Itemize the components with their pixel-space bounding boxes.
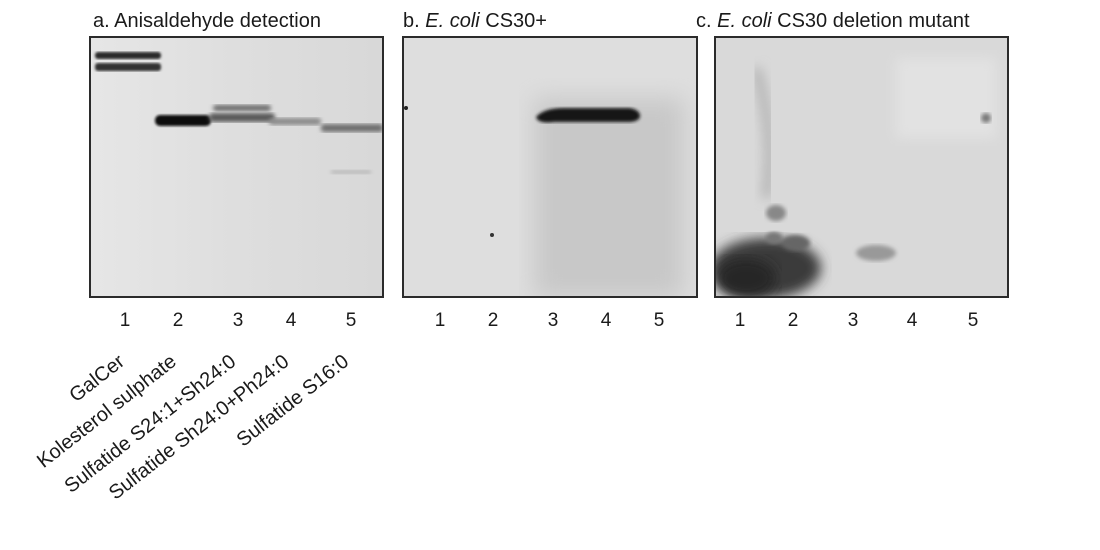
panel-a-title: a. Anisaldehyde detection [93, 10, 321, 32]
lane-number-b-2: 2 [487, 310, 499, 331]
gel-a-image [91, 38, 382, 296]
lane-number-a-5: 5 [345, 310, 357, 331]
gel-b-image [404, 38, 696, 296]
gel-panel-a [89, 36, 384, 298]
lane-number-c-4: 4 [906, 310, 918, 331]
gel-panel-b [402, 36, 698, 298]
lane-number-a-4: 4 [285, 310, 297, 331]
band-lane3-4 [536, 108, 640, 123]
lane-number-a-2: 2 [172, 310, 184, 331]
band-lane3-upper [213, 105, 271, 111]
gel-c-image [716, 38, 1007, 296]
panel-b-title: b. E. coli CS30+ [403, 10, 547, 32]
lane-number-b-4: 4 [600, 310, 612, 331]
lane-number-c-5: 5 [967, 310, 979, 331]
smear-lane1-2 [716, 205, 896, 296]
lane-number-b-5: 5 [653, 310, 665, 331]
lane-number-c-3: 3 [847, 310, 859, 331]
band-lane5 [321, 124, 382, 132]
gel-panel-c [714, 36, 1009, 298]
lane-number-b-1: 1 [434, 310, 446, 331]
band-lane4 [269, 118, 321, 125]
band-lane1-upper [95, 52, 161, 59]
band-lane2 [155, 115, 211, 126]
band-lane3-lower [209, 113, 275, 122]
lane-number-c-1: 1 [734, 310, 746, 331]
lane-number-c-2: 2 [787, 310, 799, 331]
lane-number-b-3: 3 [547, 310, 559, 331]
lane-number-a-3: 3 [232, 310, 244, 331]
panel-c-title: c. E. coli CS30 deletion mutant [696, 10, 970, 32]
lane-number-a-1: 1 [119, 310, 131, 331]
band-lane1-lower [95, 63, 161, 71]
